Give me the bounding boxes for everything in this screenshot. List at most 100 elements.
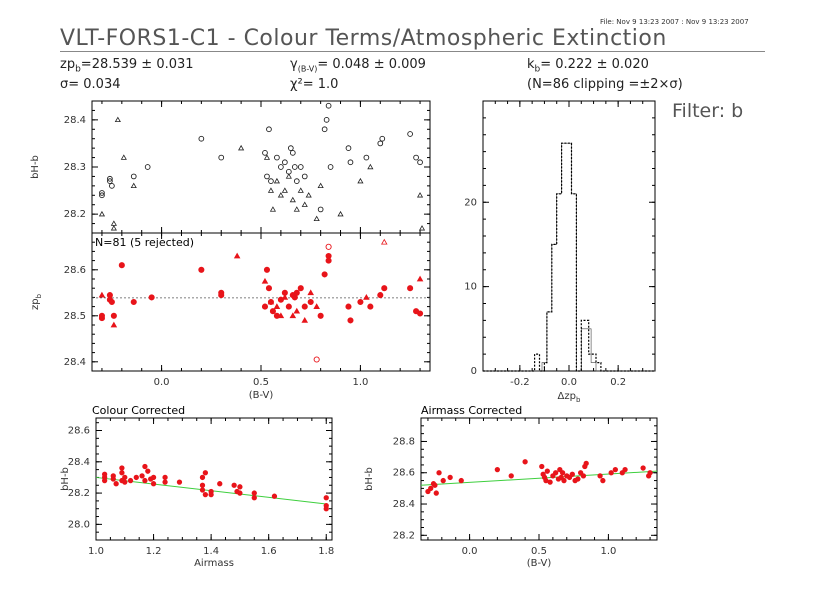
zp-triangle <box>313 303 320 309</box>
zp-triangle <box>277 312 285 319</box>
colour-corrected-point <box>142 463 148 470</box>
colour-top-point <box>347 159 354 166</box>
colour-top-point <box>379 135 386 142</box>
colour-top-point <box>282 159 288 166</box>
colour-corrected-x-label: 1.0 <box>88 546 104 557</box>
colour-top-triangle <box>110 225 117 231</box>
zp-middle-y-label: 28.6 <box>64 265 86 276</box>
zp-point <box>261 303 269 310</box>
zp-stat: zpb=28.539 ± 0.031 <box>60 57 194 75</box>
colour-corrected-point <box>150 481 157 487</box>
zp-triangle <box>110 321 118 328</box>
zp-point <box>347 317 354 324</box>
zp-rejected-triangle <box>380 238 388 245</box>
page-title: VLT-FORS1-C1 - Colour Terms/Atmospheric … <box>60 26 667 51</box>
colour-top-triangle <box>418 225 426 231</box>
airmass-corrected-point <box>580 473 587 479</box>
colour-corrected-x-label: 1.8 <box>318 546 334 557</box>
colour-corrected-x-label: 1.4 <box>203 546 219 557</box>
colour-top-triangle <box>273 177 280 184</box>
histogram-x-label: 0.2 <box>610 377 626 388</box>
colour-top-point <box>99 190 105 196</box>
colour-top-triangle <box>317 182 324 189</box>
colour-top-point <box>130 173 137 180</box>
zp-triangle <box>273 303 281 309</box>
zp-point <box>325 252 332 260</box>
colour-corrected-point <box>122 474 128 481</box>
k-label: k <box>527 57 535 72</box>
zp-subscript: b <box>75 64 81 75</box>
histogram-x-label: 0.0 <box>561 377 577 388</box>
colour-top-triangle <box>98 210 106 217</box>
zp-point <box>285 303 292 310</box>
colour-top-triangle <box>305 192 312 198</box>
colour-top-point <box>268 178 274 184</box>
colour-corrected-point <box>199 482 206 488</box>
zp-point <box>263 266 271 273</box>
airmass-corrected-x-label: 0.0 <box>462 546 478 557</box>
colour-top-point <box>107 175 113 182</box>
colour-corrected-y-label: 28.4 <box>68 457 90 468</box>
colour-corrected-point <box>150 474 157 481</box>
colour-top-point <box>407 131 413 137</box>
airmass-corrected-point <box>458 477 464 484</box>
zp-middle-x-label: 0.0 <box>154 377 170 388</box>
zp-point <box>301 303 308 310</box>
zp-point <box>130 298 137 306</box>
colour-corrected-x-label: 1.2 <box>146 546 162 557</box>
airmass-corrected-point <box>647 470 653 476</box>
colour-top-triangle <box>263 154 271 160</box>
zp-triangle <box>289 312 297 319</box>
airmass-corrected-point <box>583 460 589 467</box>
colour-top-y-label: 28.3 <box>64 162 86 173</box>
histogram-x-label: -0.2 <box>510 377 530 388</box>
colour-top-point <box>218 154 225 161</box>
airmass-corrected-y-label: 28.2 <box>393 530 415 541</box>
colour-corrected-y-label: 28.0 <box>68 519 90 530</box>
colour-top-triangle <box>114 116 121 123</box>
airmass-corrected-frame <box>420 417 658 541</box>
colour-top-point <box>264 173 270 180</box>
zp-rejected-point <box>325 243 332 250</box>
colour-corrected-y-label: 28.6 <box>68 426 90 437</box>
zp-triangle <box>261 277 269 284</box>
gamma-stat: γ(B-V)= 0.048 ± 0.009 <box>290 57 426 74</box>
colour-top-point <box>278 164 284 170</box>
colour-corrected-point <box>101 477 108 484</box>
airmass-corrected-point <box>547 479 553 485</box>
colour-corrected-x-label: 1.6 <box>261 546 277 557</box>
zp-point <box>307 298 314 306</box>
zp-value: =28.539 ± 0.031 <box>80 57 194 72</box>
zp-point <box>218 292 225 299</box>
colour-corrected-point <box>139 473 145 479</box>
airmass-corrected-x-label: 0.5 <box>531 546 547 557</box>
colour-top-triangle <box>269 206 277 212</box>
zp-triangle <box>301 316 309 323</box>
colour-corrected-point <box>202 491 209 498</box>
airmass-corrected-point <box>432 482 438 488</box>
zp-middle-y-label: 28.5 <box>64 311 86 322</box>
colour-corrected-point <box>199 474 206 481</box>
zp-triangle <box>281 293 289 300</box>
zp-point <box>118 262 125 269</box>
colour-top-triangle <box>416 192 424 198</box>
zp-point <box>98 312 105 319</box>
colour-top-triangle <box>337 210 344 217</box>
histogram-dotted-step <box>483 142 655 372</box>
zp-triangle <box>233 252 241 259</box>
colour-top-point <box>198 135 205 142</box>
zp-point <box>198 266 205 273</box>
histogram-y-label: 10 <box>464 282 477 293</box>
colour-corrected-point <box>199 487 206 493</box>
zp-triangle <box>98 291 106 298</box>
k-stat: kb= 0.222 ± 0.020 <box>527 57 649 75</box>
colour-top-point <box>323 117 330 123</box>
colour-corrected-point <box>142 477 148 484</box>
colour-corrected-point <box>162 479 168 485</box>
zp-point <box>108 298 115 306</box>
zp-point <box>407 285 414 292</box>
airmass-corrected-point <box>608 470 614 476</box>
colour-top-point <box>266 126 272 133</box>
airmass-corrected-point <box>575 476 581 482</box>
